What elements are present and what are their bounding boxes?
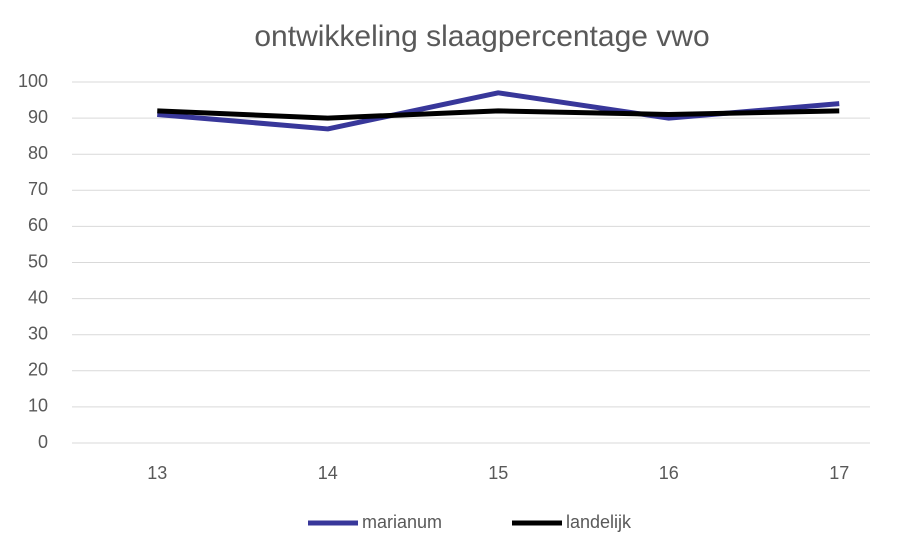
x-tick-label: 13 [147, 463, 167, 483]
chart-title: ontwikkeling slaagpercentage vwo [254, 20, 709, 53]
y-tick-label: 0 [38, 432, 48, 452]
series-line [157, 108, 840, 121]
x-tick-label: 14 [318, 463, 338, 483]
y-tick-label: 70 [28, 179, 48, 199]
y-tick-label: 50 [28, 251, 48, 271]
y-tick-label: 90 [28, 107, 48, 127]
y-tick-label: 20 [28, 360, 48, 380]
x-tick-label: 17 [829, 463, 849, 483]
y-tick-label: 30 [28, 323, 48, 343]
y-tick-label: 80 [28, 143, 48, 163]
x-tick-label: 15 [488, 463, 508, 483]
y-tick-label: 100 [18, 71, 48, 91]
y-tick-label: 40 [28, 287, 48, 307]
y-tick-label: 60 [28, 215, 48, 235]
legend-label: landelijk [566, 512, 632, 532]
legend-label: marianum [362, 512, 442, 532]
x-tick-label: 16 [659, 463, 679, 483]
y-tick-label: 10 [28, 396, 48, 416]
